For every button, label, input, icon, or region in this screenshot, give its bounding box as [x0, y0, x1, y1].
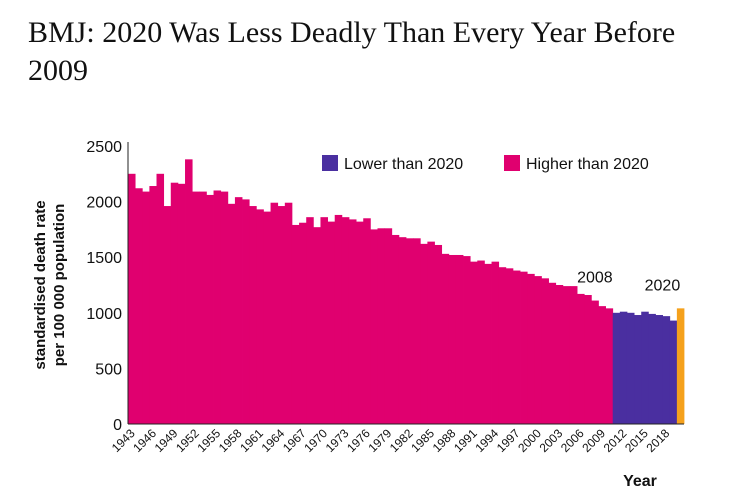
annotation-2020: 2020 — [645, 277, 681, 294]
bar-2015 — [641, 311, 649, 424]
bar-1991 — [470, 261, 478, 424]
bar-1979 — [384, 228, 393, 424]
bar-1960 — [249, 206, 257, 424]
bar-2019 — [669, 320, 678, 424]
bar-1956 — [220, 191, 229, 424]
bar-2004 — [562, 286, 571, 424]
bar-1984 — [420, 243, 428, 424]
bar-1963 — [270, 202, 279, 424]
bar-1953 — [199, 191, 207, 424]
bar-2020 — [676, 308, 685, 424]
x-axis-label: Year — [623, 473, 657, 490]
bar-2016 — [648, 313, 656, 424]
bar-2010 — [605, 308, 614, 424]
bar-1998 — [520, 271, 528, 424]
bar-2009 — [598, 306, 606, 424]
bar-1974 — [348, 219, 357, 424]
y-tick-label: 0 — [113, 417, 122, 434]
bar-1949 — [170, 182, 179, 424]
bar-1978 — [377, 228, 386, 424]
bar-1946 — [149, 186, 157, 424]
bar-1969 — [313, 227, 321, 424]
bar-2012 — [619, 311, 628, 424]
bar-2000 — [534, 276, 542, 424]
bar-2003 — [555, 285, 564, 424]
bar-1955 — [213, 190, 222, 424]
bar-2018 — [662, 316, 671, 424]
bar-1948 — [163, 206, 172, 424]
bar-2013 — [626, 312, 635, 424]
bar-1999 — [527, 273, 535, 424]
bar-1985 — [427, 241, 435, 424]
bar-1976 — [363, 218, 371, 424]
bar-1962 — [263, 211, 271, 424]
bar-1952 — [192, 191, 200, 424]
bar-1989 — [455, 254, 464, 424]
bar-1968 — [306, 217, 314, 424]
bar-1970 — [320, 217, 328, 424]
legend-label-higher: Higher than 2020 — [526, 156, 649, 173]
bar-2017 — [655, 315, 664, 424]
bar-1951 — [185, 159, 193, 424]
bar-1997 — [512, 270, 521, 424]
y-tick-label: 1000 — [86, 306, 122, 323]
bar-1947 — [156, 173, 165, 424]
y-tick-label: 2500 — [86, 139, 122, 156]
bar-1988 — [448, 254, 457, 424]
bar-1982 — [406, 238, 414, 424]
legend-swatch-higher — [504, 155, 520, 171]
bar-2006 — [577, 293, 585, 424]
bar-1990 — [463, 256, 471, 424]
bar-2001 — [541, 278, 549, 424]
bar-2014 — [634, 315, 642, 424]
bar-1945 — [142, 191, 150, 424]
bar-1943 — [128, 173, 136, 424]
bar-1959 — [242, 199, 250, 424]
legend-swatch-lower — [322, 155, 338, 171]
bar-1965 — [284, 202, 293, 424]
bar-1975 — [356, 221, 364, 424]
legend-label-lower: Lower than 2020 — [344, 156, 463, 173]
bar-1995 — [498, 267, 507, 424]
bar-1954 — [206, 194, 214, 424]
bar-1983 — [413, 238, 421, 424]
page-title: BMJ: 2020 Was Less Deadly Than Every Yea… — [28, 16, 676, 87]
bar-1961 — [256, 209, 264, 424]
bar-1958 — [234, 197, 243, 424]
bar-1972 — [334, 214, 343, 424]
bar-1980 — [391, 234, 400, 424]
bar-2008 — [591, 300, 599, 424]
bar-1944 — [135, 188, 143, 424]
bar-1977 — [370, 229, 378, 424]
bar-1981 — [398, 237, 407, 424]
y-tick-label: 500 — [95, 361, 122, 378]
y-axis-label-line2: per 100 000 population — [51, 204, 68, 367]
bar-1966 — [291, 224, 300, 424]
bar-1957 — [227, 203, 236, 424]
annotation-2008: 2008 — [577, 270, 613, 287]
bar-1992 — [477, 260, 485, 424]
y-tick-label: 2000 — [86, 195, 122, 212]
bar-2011 — [612, 312, 621, 424]
bar-2007 — [584, 295, 592, 424]
bar-1993 — [484, 263, 492, 424]
bar-1986 — [434, 244, 443, 424]
bar-1950 — [177, 183, 186, 424]
bar-1996 — [505, 268, 514, 424]
bar-2002 — [548, 282, 557, 424]
bar-1994 — [491, 261, 500, 424]
x-tick-label: 2018 — [644, 426, 673, 455]
y-tick-label: 1500 — [86, 250, 122, 267]
bar-2005 — [569, 286, 578, 424]
bar-1964 — [277, 206, 286, 424]
y-axis-label: standardised death rate — [32, 200, 49, 369]
bar-1973 — [341, 217, 350, 424]
bar-1971 — [327, 221, 336, 424]
bar-1967 — [299, 222, 307, 424]
bar-1987 — [441, 253, 450, 424]
